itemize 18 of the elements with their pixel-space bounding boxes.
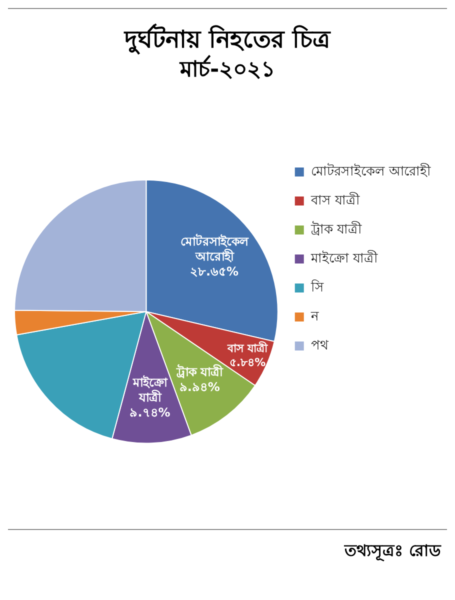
legend-label: মোটরসাইকেল আরোহী <box>310 163 432 180</box>
chart-subtitle: মার্চ-২০২১ <box>178 54 276 83</box>
slice-label: ট্রাক যাত্রী <box>176 364 224 379</box>
chart-title: দুর্ঘটনায় নিহতের চিত্র <box>124 24 332 55</box>
slice-label: মোটরসাইকেল আরোহী <box>180 234 250 264</box>
legend-label: পথ <box>310 338 329 354</box>
slice-label: মাইক্রো যাত্রী <box>132 374 168 405</box>
text: তথ্যসূত্রঃ রোড <box>343 540 442 564</box>
data-label: ৯.৯৪% <box>179 380 220 394</box>
legend-label: বাস যাত্রী <box>310 192 360 208</box>
legend-label: ট্রাক যাত্রী <box>310 221 362 238</box>
legend-label: মাইক্রো যাত্রী <box>310 250 378 266</box>
legend-label: সি <box>310 279 324 296</box>
slice-label: বাস যাত্রী <box>226 340 268 355</box>
data-label: ৯.৭৪% <box>130 406 170 420</box>
data-label: ২৮.৬৫% <box>190 264 239 279</box>
data-label: ৫.৮৪% <box>229 356 266 369</box>
legend-label: ন <box>310 309 319 324</box>
